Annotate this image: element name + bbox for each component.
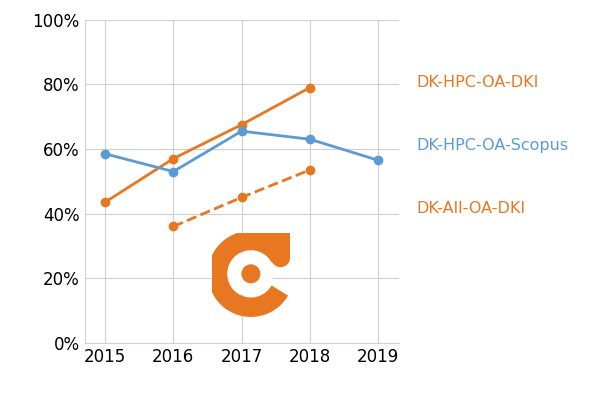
Circle shape: [242, 265, 260, 282]
Text: DK-All-OA-DKI: DK-All-OA-DKI: [417, 201, 526, 216]
Circle shape: [230, 252, 272, 296]
Text: DK-HPC-OA-DKI: DK-HPC-OA-DKI: [417, 75, 539, 90]
Circle shape: [242, 265, 260, 282]
Text: DK-HPC-OA-Scopus: DK-HPC-OA-Scopus: [417, 138, 569, 153]
